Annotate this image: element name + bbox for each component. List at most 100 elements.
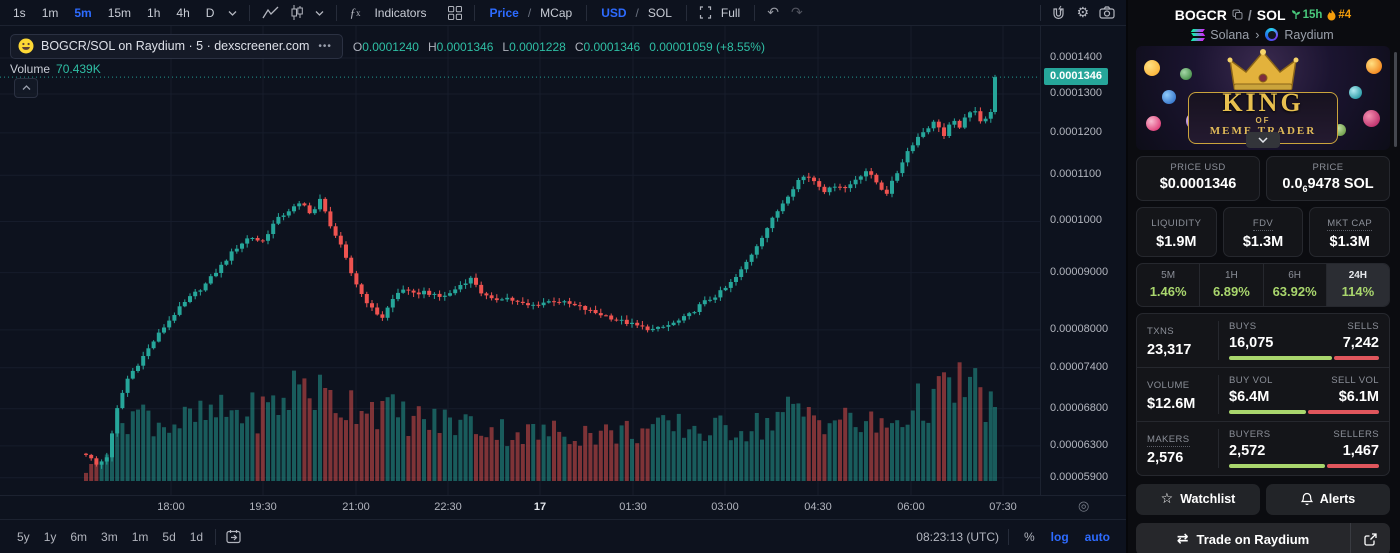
tf-tab-5m[interactable]: 5M 1.46% [1137, 263, 1201, 306]
dex-name[interactable]: Raydium [1284, 27, 1334, 42]
trade-on-raydium-button[interactable]: ⇄ Trade on Raydium [1136, 522, 1390, 553]
range-6m[interactable]: 6m [70, 529, 88, 544]
time-axis[interactable]: ◎ 18:00 19:30 21:00 22:30 17 01:30 03:00 04:30 0… [0, 495, 1126, 519]
tf-tab-1h[interactable]: 1H 6.89% [1200, 263, 1264, 306]
range-5y[interactable]: 5y [17, 529, 30, 544]
timeframe-1m[interactable]: 1m [41, 5, 59, 20]
chart-panel: 1s 1m 5m 15m 1h 4h D [0, 0, 1128, 553]
time-axis-label: 18:00 [157, 501, 185, 513]
magnet-icon[interactable] [1046, 3, 1071, 22]
price-mode-button[interactable]: Price [489, 5, 519, 20]
copy-address-icon[interactable] [1232, 9, 1243, 20]
full-button[interactable]: Full [720, 5, 741, 20]
indicators-button[interactable]: Indicators [374, 5, 427, 20]
volume-stat-value: $12.6M [1147, 395, 1196, 412]
percent-scale-button[interactable]: % [1023, 529, 1035, 544]
usd-mode-button[interactable]: USD [601, 5, 627, 20]
timeframe-1s[interactable]: 1s [13, 5, 26, 20]
range-1d[interactable]: 1d [189, 529, 204, 544]
candle-style-icon[interactable] [286, 3, 308, 22]
fullscreen-brackets-icon[interactable] [694, 4, 717, 21]
chart-top-toolbar: 1s 1m 5m 15m 1h 4h D [0, 0, 1126, 26]
price-chart-canvas[interactable] [0, 26, 1040, 495]
timeframe-1d[interactable]: D [205, 5, 215, 20]
mktcap-value: $1.3M [1329, 233, 1370, 250]
time-axis-label: 17 [533, 501, 547, 513]
timeframe-5m[interactable]: 5m [74, 5, 92, 20]
close-label: C [574, 39, 584, 54]
settings-gear-icon[interactable]: ⚙ [1076, 4, 1089, 21]
banner-title: KING [1222, 88, 1304, 117]
time-axis-label: 06:00 [897, 501, 925, 513]
chart-area[interactable]: 0.0001400 0.0001300 0.0001200 0.0001100 0.00… [0, 26, 1126, 495]
candle-style-chevron-icon[interactable] [310, 8, 329, 18]
external-link-segment[interactable] [1350, 522, 1390, 553]
low-value: 0.0001228 [509, 39, 566, 54]
chain-name[interactable]: Solana [1210, 27, 1250, 42]
price-usd-value: $0.0001346 [1159, 176, 1237, 192]
high-value: 0.0001346 [436, 39, 494, 54]
sol-mode-button[interactable]: SOL [647, 5, 672, 20]
buy-sell-vol-bar [1229, 409, 1379, 414]
token-banner-image[interactable]: KING OF MEME TRADER [1136, 46, 1390, 150]
price-axis-label: 0.00008000 [1050, 322, 1109, 335]
log-scale-button[interactable]: log [1050, 529, 1069, 544]
legend-collapse-button[interactable] [14, 78, 38, 98]
timeframe-dropdown-chevron-icon[interactable] [223, 8, 242, 18]
range-5d[interactable]: 5d [162, 529, 176, 544]
scroll-to-realtime-icon[interactable]: ◎ [1078, 499, 1090, 514]
symbol-pill[interactable]: BOGCR/SOL on Raydium · 5 · dexscreener.c… [10, 34, 343, 59]
legend-more-button[interactable]: ••• [318, 40, 332, 52]
price-axis-label: 0.00005900 [1050, 470, 1109, 483]
watchlist-button[interactable]: ☆ Watchlist [1136, 483, 1260, 515]
sells-value: 7,242 [1342, 334, 1379, 351]
range-3m[interactable]: 3m [101, 529, 118, 544]
buys-label: BUYS [1229, 320, 1257, 332]
timeframe-15m[interactable]: 15m [107, 5, 132, 20]
price-axis-label: 0.0001100 [1050, 168, 1102, 181]
pair-age-value: 15h [1302, 8, 1323, 21]
mktcap-label[interactable]: MKT CAP [1327, 217, 1373, 231]
trending-rank: #4 [1327, 9, 1351, 21]
toolbar-separator [474, 4, 476, 21]
layout-grid-icon[interactable] [443, 4, 467, 22]
solana-icon [1191, 28, 1206, 41]
makers-label[interactable]: MAKERS [1147, 433, 1190, 447]
undo-icon[interactable]: ↶ [767, 4, 779, 21]
pair-slash: / [1247, 6, 1252, 23]
go-to-date-calendar-icon[interactable] [221, 527, 247, 546]
redo-icon[interactable]: ↷ [790, 4, 803, 21]
ohlc-values: O0.0001240 H0.0001346 L0.0001228 C0.0001… [353, 40, 765, 54]
auto-scale-button[interactable]: auto [1084, 529, 1110, 544]
line-chart-icon[interactable] [257, 4, 284, 22]
price-axis-label: 0.0001000 [1050, 214, 1102, 227]
clock-utc[interactable]: 08:23:13 (UTC) [916, 529, 999, 544]
tf-tab-24h[interactable]: 24H 114% [1326, 263, 1389, 306]
timeframe-1h[interactable]: 1h [147, 5, 161, 20]
price-panels: PRICE USD $0.0001346 PRICE 0.069478 SOL [1136, 156, 1390, 201]
makers-row: MAKERS 2,576 BUYERS SELLERS 2,572 1,467 [1137, 422, 1389, 475]
toolbar-separator [754, 4, 756, 21]
chain-breadcrumb: Solana › Raydium [1136, 25, 1390, 44]
symbol-title: BOGCR/SOL on Raydium · 5 · dexscreener.c… [41, 39, 310, 53]
range-1y[interactable]: 1y [43, 529, 57, 544]
camera-snapshot-icon[interactable] [1094, 4, 1120, 21]
buyers-sellers-bar [1229, 463, 1379, 468]
timeframe-4h[interactable]: 4h [176, 5, 190, 20]
volume-row: VOLUME $12.6M BUY VOL SELL VOL $6.4M $6.1M [1137, 368, 1389, 422]
txns-value: 23,317 [1147, 341, 1192, 358]
banner-collapse-button[interactable] [1246, 132, 1280, 148]
toolbar-separator [1007, 528, 1009, 545]
price-axis[interactable]: 0.0001400 0.0001300 0.0001200 0.0001100 0.00… [1040, 26, 1128, 495]
fdv-label[interactable]: FDV [1252, 217, 1274, 231]
close-value: 0.0001346 [583, 39, 641, 54]
price-sol-value: 0.069478 SOL [1282, 176, 1374, 194]
mcap-mode-button[interactable]: MCap [540, 5, 573, 20]
tf-tab-6h[interactable]: 6H 63.92% [1264, 263, 1327, 306]
toolbar-separator [336, 4, 338, 21]
sidebar-scrollbar[interactable] [1394, 52, 1397, 147]
makers-value: 2,576 [1147, 449, 1184, 466]
range-1m[interactable]: 1m [131, 529, 149, 544]
alerts-button[interactable]: Alerts [1266, 483, 1390, 515]
